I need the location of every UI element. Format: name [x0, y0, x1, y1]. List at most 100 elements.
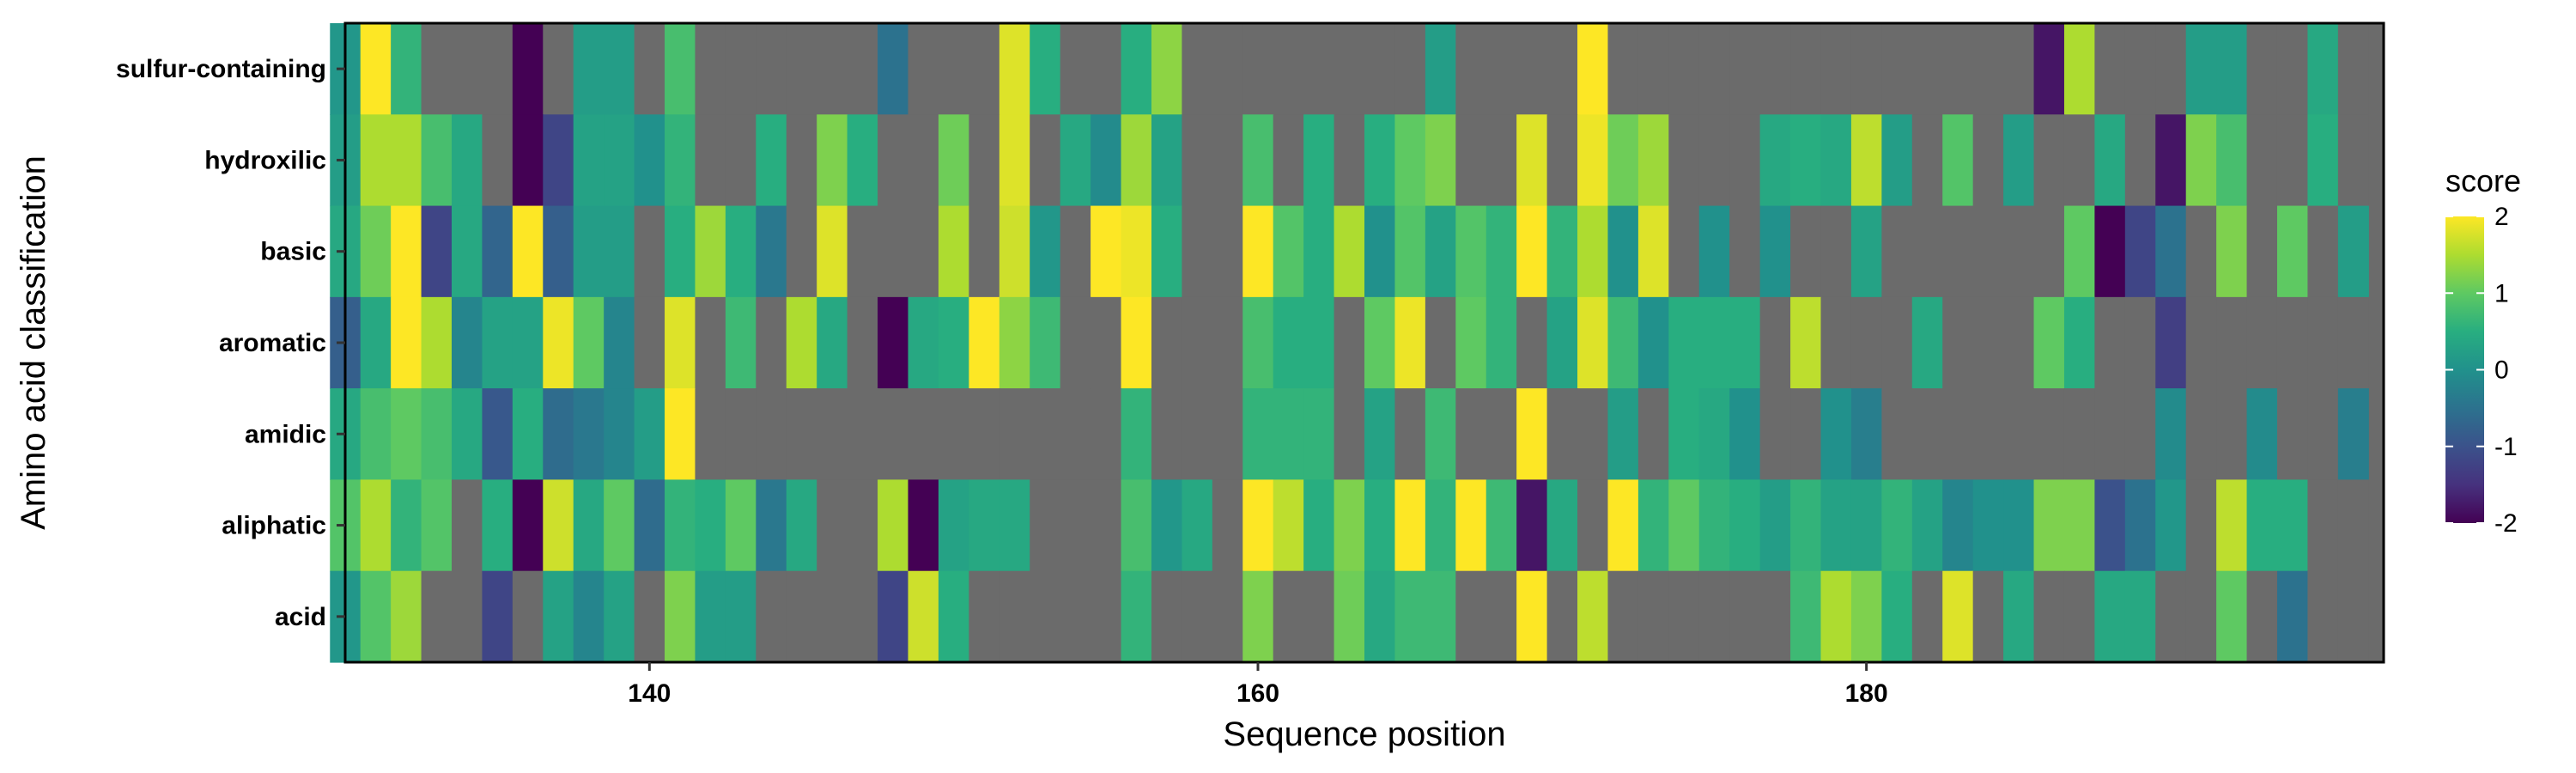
heatmap-cell	[543, 23, 574, 115]
heatmap-cell	[1242, 388, 1274, 481]
heatmap-cell	[2094, 205, 2126, 298]
heatmap-cell	[1060, 205, 1091, 298]
heatmap-cell	[2063, 296, 2095, 389]
legend-tick-label: 2	[2494, 203, 2509, 231]
heatmap-cell	[1607, 479, 1639, 572]
heatmap-cell	[512, 23, 544, 115]
heatmap-cell	[2155, 570, 2187, 663]
legend: score 2 1 0 -1 -2	[2445, 163, 2521, 538]
heatmap-cell	[1759, 296, 1791, 389]
heatmap-cell	[725, 388, 756, 481]
heatmap-cell	[1881, 114, 1913, 207]
heatmap-cell	[847, 388, 878, 481]
heatmap-cell	[1577, 388, 1609, 481]
heatmap-cell	[1911, 479, 1943, 572]
heatmap-cell	[2307, 570, 2339, 663]
heatmap-cell	[756, 296, 787, 389]
heatmap-cell	[604, 570, 635, 663]
heatmap-cell	[1516, 570, 1548, 663]
heatmap-cell	[1425, 570, 1456, 663]
heatmap-cell	[1242, 114, 1274, 207]
heatmap-cell	[1212, 23, 1243, 115]
heatmap-cell	[1030, 114, 1061, 207]
heatmap-cell	[1698, 479, 1730, 572]
y-tick-label: basic	[260, 238, 326, 266]
heatmap-cell	[1242, 23, 1274, 115]
heatmap-cell	[1881, 388, 1913, 481]
heatmap-cell	[1060, 114, 1091, 207]
heatmap-cell	[1334, 296, 1365, 389]
heatmap-cell	[2276, 388, 2309, 481]
heatmap-cell	[1334, 23, 1365, 115]
heatmap-cell	[847, 23, 878, 115]
heatmap-cell	[1364, 296, 1396, 389]
heatmap-cell	[908, 570, 939, 663]
heatmap-cell	[391, 479, 422, 572]
heatmap-cell	[725, 479, 756, 572]
heatmap-cell	[1972, 570, 2004, 663]
heatmap-cell	[1394, 388, 1426, 481]
heatmap-cell	[2033, 388, 2065, 481]
heatmap-cell	[604, 296, 635, 389]
heatmap-cell	[2003, 205, 2035, 298]
heatmap-cell	[1516, 23, 1548, 115]
heatmap-cell	[1911, 23, 1943, 115]
heatmap-cell	[2094, 388, 2126, 481]
heatmap-cell	[1972, 114, 2004, 207]
heatmap-cell	[2246, 205, 2278, 298]
heatmap-cell	[1151, 23, 1182, 115]
heatmap-cell	[2155, 296, 2187, 389]
heatmap-cell	[2033, 479, 2065, 572]
heatmap-cell	[2276, 296, 2309, 389]
heatmap-cell	[2216, 479, 2248, 572]
heatmap-cell	[2246, 23, 2278, 115]
heatmap-cell	[1425, 296, 1456, 389]
heatmap-cell	[1485, 570, 1517, 663]
heatmap-cell	[1759, 205, 1791, 298]
heatmap-cell	[1455, 23, 1487, 115]
heatmap-cell	[2003, 388, 2035, 481]
heatmap-cell	[2124, 296, 2156, 389]
y-tick-label: aliphatic	[222, 512, 326, 540]
heatmap-cell	[452, 296, 483, 389]
heatmap-cell	[847, 205, 878, 298]
heatmap-cell	[1212, 479, 1243, 572]
heatmap-cell	[2124, 388, 2156, 481]
heatmap-cell	[1091, 570, 1122, 663]
heatmap-cell	[482, 114, 513, 207]
heatmap-cell	[1242, 296, 1274, 389]
heatmap-cell	[2155, 23, 2187, 115]
heatmap-cell	[938, 388, 969, 481]
heatmap-cell	[786, 388, 817, 481]
heatmap-cell	[1273, 23, 1304, 115]
heatmap-cell	[908, 23, 939, 115]
heatmap-cell	[2337, 114, 2369, 207]
heatmap-cell	[1820, 23, 1852, 115]
heatmap-cell	[1485, 296, 1517, 389]
heatmap-cell	[665, 570, 696, 663]
heatmap-cell	[482, 23, 513, 115]
heatmap-cell	[1607, 570, 1639, 663]
heatmap-cell	[725, 23, 756, 115]
heatmap-cell	[1911, 205, 1943, 298]
heatmap-cell	[2124, 570, 2156, 663]
heatmap-cell	[1394, 205, 1426, 298]
y-axis-title: Amino acid classification	[15, 155, 52, 530]
heatmap-cell	[1121, 479, 1152, 572]
heatmap-cell	[2124, 479, 2156, 572]
x-axis-ticks: 140 160 180	[628, 662, 1888, 708]
heatmap-cell	[1729, 479, 1761, 572]
heatmap-cell	[1182, 205, 1213, 298]
heatmap-cell	[1820, 296, 1852, 389]
heatmap-cell	[1364, 205, 1396, 298]
heatmap-cell	[2216, 296, 2248, 389]
heatmap-cell	[1303, 114, 1335, 207]
heatmap-cell	[1759, 114, 1791, 207]
heatmap-cell	[452, 570, 483, 663]
heatmap-cell	[1698, 205, 1730, 298]
heatmap-cell	[1972, 23, 2004, 115]
y-tick-label: acid	[275, 603, 326, 631]
heatmap-cell	[1881, 570, 1913, 663]
heatmap-cell	[817, 570, 848, 663]
